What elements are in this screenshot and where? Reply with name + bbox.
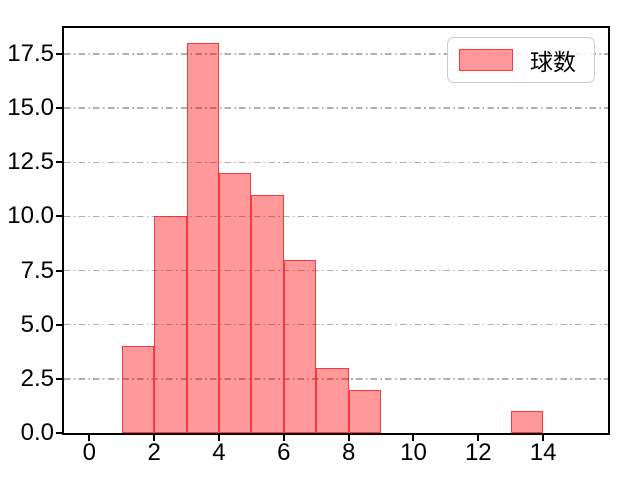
gridline [64,53,608,55]
x-tick-label: 10 [400,439,427,466]
y-tick-label: 15.0 [7,94,54,122]
x-tick-label: 6 [277,439,291,466]
gridline [64,324,608,326]
y-tick-mark [56,215,62,218]
legend: 球数 [447,37,595,83]
y-tick-mark [56,323,62,326]
x-tick-label: 2 [147,439,161,466]
legend-label: 球数 [530,49,576,75]
histogram-bar [510,411,544,433]
y-tick-mark [56,269,62,272]
y-tick-mark [56,107,62,110]
y-tick-mark [56,161,62,164]
x-tick-label: 0 [82,439,96,466]
x-tick-mark [412,435,415,441]
x-tick-label: 8 [341,439,356,466]
y-tick-mark [56,377,62,380]
histogram-bar [121,346,155,433]
y-tick-label: 10.0 [7,202,54,230]
histogram-bar [218,173,252,433]
histogram-bar [154,216,187,433]
y-tick-label: 17.5 [7,39,54,67]
y-tick-label: 0.0 [20,419,54,446]
histogram-bar [251,194,284,433]
gridline [64,161,608,163]
gridline [64,378,608,380]
histogram-bar [283,259,317,433]
gridline [64,269,608,272]
y-tick-label: 5.0 [20,310,54,338]
y-tick-label: 7.5 [20,256,54,284]
y-tick-label: 12.5 [7,148,54,176]
y-tick-mark [56,432,62,434]
y-tick-mark [56,52,62,55]
x-tick-mark [217,435,220,441]
x-tick-mark [282,435,285,441]
y-tick-label: 2.5 [20,364,54,392]
x-tick-label: 4 [212,439,226,466]
histogram-bar [186,43,219,433]
x-tick-label: 12 [464,439,492,466]
x-tick-mark [542,435,545,441]
legend-swatch [459,49,513,71]
x-tick-mark [477,435,480,441]
x-tick-mark [88,435,91,441]
gridline [64,107,608,109]
histogram-bar [348,389,382,433]
x-tick-mark [153,435,156,441]
x-tick-mark [347,435,350,441]
histogram-bar [316,368,349,433]
x-tick-label: 14 [529,439,557,466]
gridline [64,215,608,218]
